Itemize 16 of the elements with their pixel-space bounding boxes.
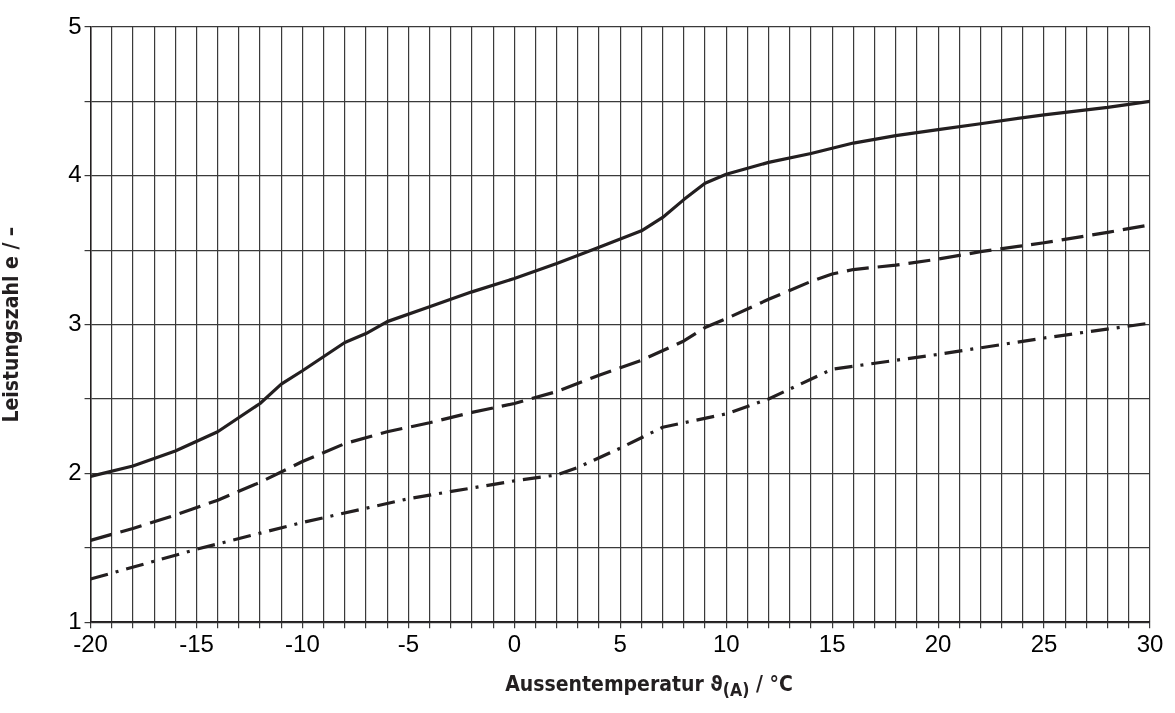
x-tick-label: 0 xyxy=(507,630,522,658)
y-axis-title: Leistungszahl e / – xyxy=(0,226,24,423)
x-axis-title: Aussentemperatur ϑ$_{(A)}$ / °C xyxy=(504,672,794,701)
x-tick-label: 25 xyxy=(1030,630,1058,658)
x-tick-label: -15 xyxy=(179,630,214,658)
x-tick-label: -5 xyxy=(397,630,420,658)
x-tick-label: 30 xyxy=(1136,630,1164,658)
x-tick-label: -10 xyxy=(285,630,320,658)
x-tick-label: 15 xyxy=(818,630,846,658)
y-tick-label: 5 xyxy=(68,11,82,39)
x-tick-label: 20 xyxy=(924,630,952,658)
y-tick-label: 3 xyxy=(68,309,82,337)
y-tick-label: 2 xyxy=(68,458,82,486)
x-tick-label: 10 xyxy=(712,630,740,658)
y-tick-label: 4 xyxy=(68,160,82,188)
x-tick-label: 5 xyxy=(613,630,627,658)
